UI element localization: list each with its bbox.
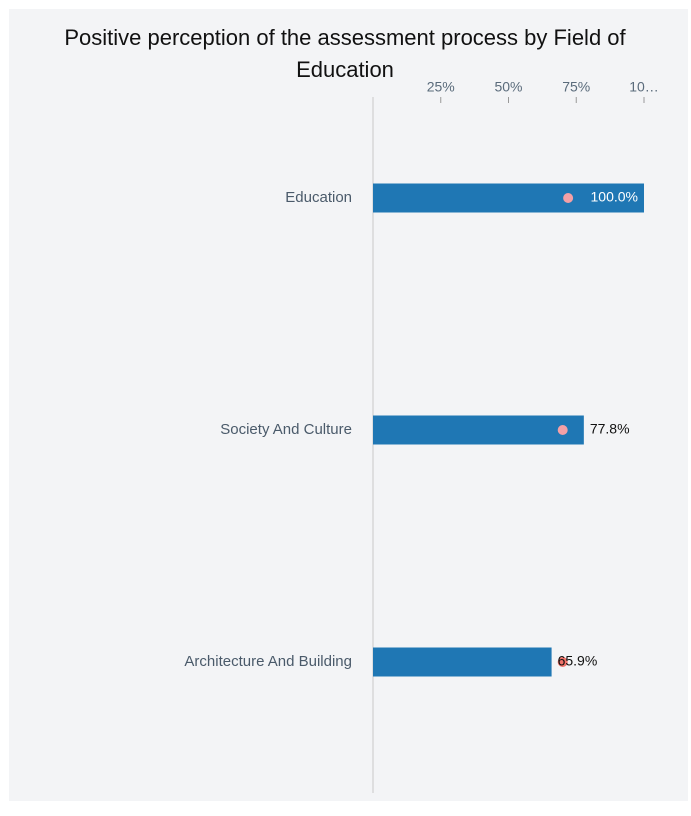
marker-dot — [557, 657, 568, 667]
category-label: Society And Culture — [220, 421, 352, 438]
marker-dot — [557, 425, 568, 435]
bar — [373, 647, 552, 677]
x-tick-label: 25% — [427, 79, 455, 95]
x-tick-label: 50% — [494, 79, 522, 95]
category-label: Architecture And Building — [184, 653, 352, 670]
marker-dot — [563, 193, 574, 203]
category-label: Education — [285, 189, 352, 206]
x-tick-label: 75% — [562, 79, 590, 95]
chart-panel — [9, 9, 688, 801]
value-label: 65.9% — [558, 653, 598, 669]
value-label: 100.0% — [591, 189, 638, 205]
chart-title: Positive perception of the assessment pr… — [64, 25, 626, 82]
value-label: 77.8% — [590, 421, 630, 437]
bar — [373, 183, 644, 213]
bar — [373, 415, 584, 445]
x-tick-label: 10… — [629, 79, 659, 95]
